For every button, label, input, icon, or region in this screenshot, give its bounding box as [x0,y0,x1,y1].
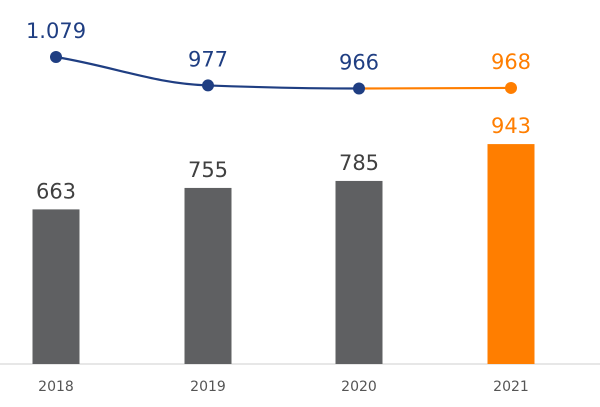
bar-value-label-2021: 943 [491,114,531,138]
line-labels-group: 1.079 977 966 968 [26,19,531,75]
x-tick-labels: 2018 2019 2020 2021 [38,379,529,395]
line-series [50,51,517,95]
bar-value-label-2018: 663 [36,179,76,203]
bar-2020 [335,180,383,364]
x-tick-2021: 2021 [493,379,529,395]
x-tick-2020: 2020 [341,379,377,395]
line-point-2021 [505,81,517,94]
line-point-2020 [353,82,365,95]
line-point-2018 [50,51,62,63]
bar-2021 [487,144,535,364]
bar-value-label-2019: 755 [188,158,228,182]
line-point-2019 [202,79,214,92]
line-value-label-2020: 966 [339,51,379,75]
bars-group [32,144,535,364]
line-series-highlight [358,86,512,90]
bar-2018 [32,209,80,364]
line-value-label-2021: 968 [491,50,531,74]
line-value-label-2018: 1.079 [26,19,86,43]
bar-2019 [184,187,232,364]
x-tick-2019: 2019 [190,379,226,395]
bar-value-label-2020: 785 [339,151,379,175]
line-value-label-2019: 977 [188,47,228,71]
bar-labels-group: 663 755 785 943 [36,114,531,203]
x-tick-2018: 2018 [38,379,74,395]
